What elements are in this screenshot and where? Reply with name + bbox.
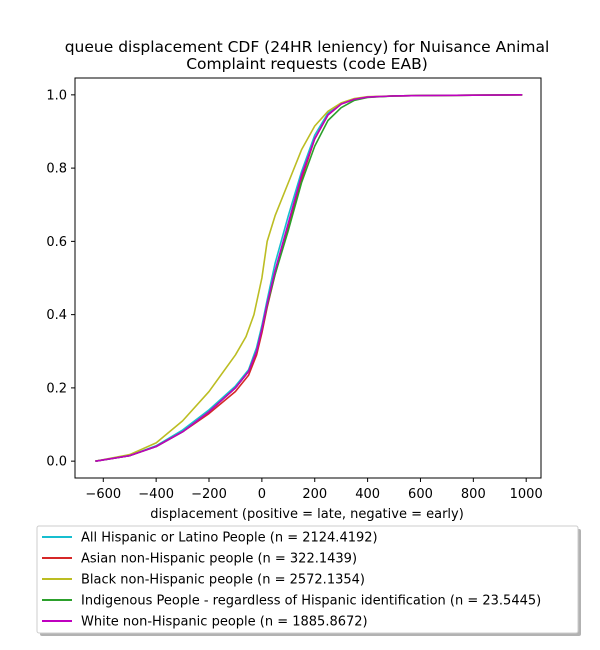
series-line-5 — [95, 94, 523, 462]
legend-label-4: Indigenous People - regardless of Hispan… — [81, 594, 541, 609]
x-tick-label: −400 — [138, 487, 174, 502]
legend-label-2: Asian non-Hispanic people (n = 322.1439) — [81, 552, 357, 567]
x-tick-label: 0 — [258, 487, 266, 502]
x-tick-label: 1000 — [510, 487, 543, 502]
legend-box — [36, 525, 579, 634]
chart-title-line-2: Complaint requests (code EAB) — [186, 55, 428, 73]
series-line-1 — [95, 94, 523, 462]
x-axis-label: displacement (positive = late, negative … — [150, 507, 464, 522]
y-axis-ticks: 0.0 0.2 0.4 0.6 0.8 1.0 — [46, 88, 75, 470]
chart-title-line-1: queue displacement CDF (24HR leniency) f… — [65, 38, 550, 56]
y-tick-label: 1.0 — [46, 88, 67, 103]
x-tick-label: 600 — [408, 487, 433, 502]
y-tick-label: 0.2 — [46, 381, 67, 396]
y-tick-label: 0.0 — [46, 455, 67, 470]
x-tick-label: 200 — [302, 487, 327, 502]
legend-label-5: White non-Hispanic people (n = 1885.8672… — [81, 615, 368, 630]
x-tick-label: 400 — [355, 487, 380, 502]
legend-label-1: All Hispanic or Latino People (n = 2124.… — [81, 531, 378, 546]
x-tick-label: −200 — [191, 487, 227, 502]
plot-frame — [74, 77, 542, 479]
legend-label-3: Black non-Hispanic people (n = 2572.1354… — [81, 573, 365, 588]
y-tick-label: 0.8 — [46, 162, 67, 177]
x-tick-label: 800 — [461, 487, 486, 502]
y-tick-label: 0.6 — [46, 235, 67, 250]
x-tick-label: −600 — [85, 487, 121, 502]
x-axis-ticks: −600 −400 −200 0 200 400 600 800 1000 — [85, 478, 543, 502]
legend: All Hispanic or Latino People (n = 2124.… — [36, 525, 581, 636]
y-tick-label: 0.4 — [46, 308, 67, 323]
series-lines — [95, 94, 523, 462]
